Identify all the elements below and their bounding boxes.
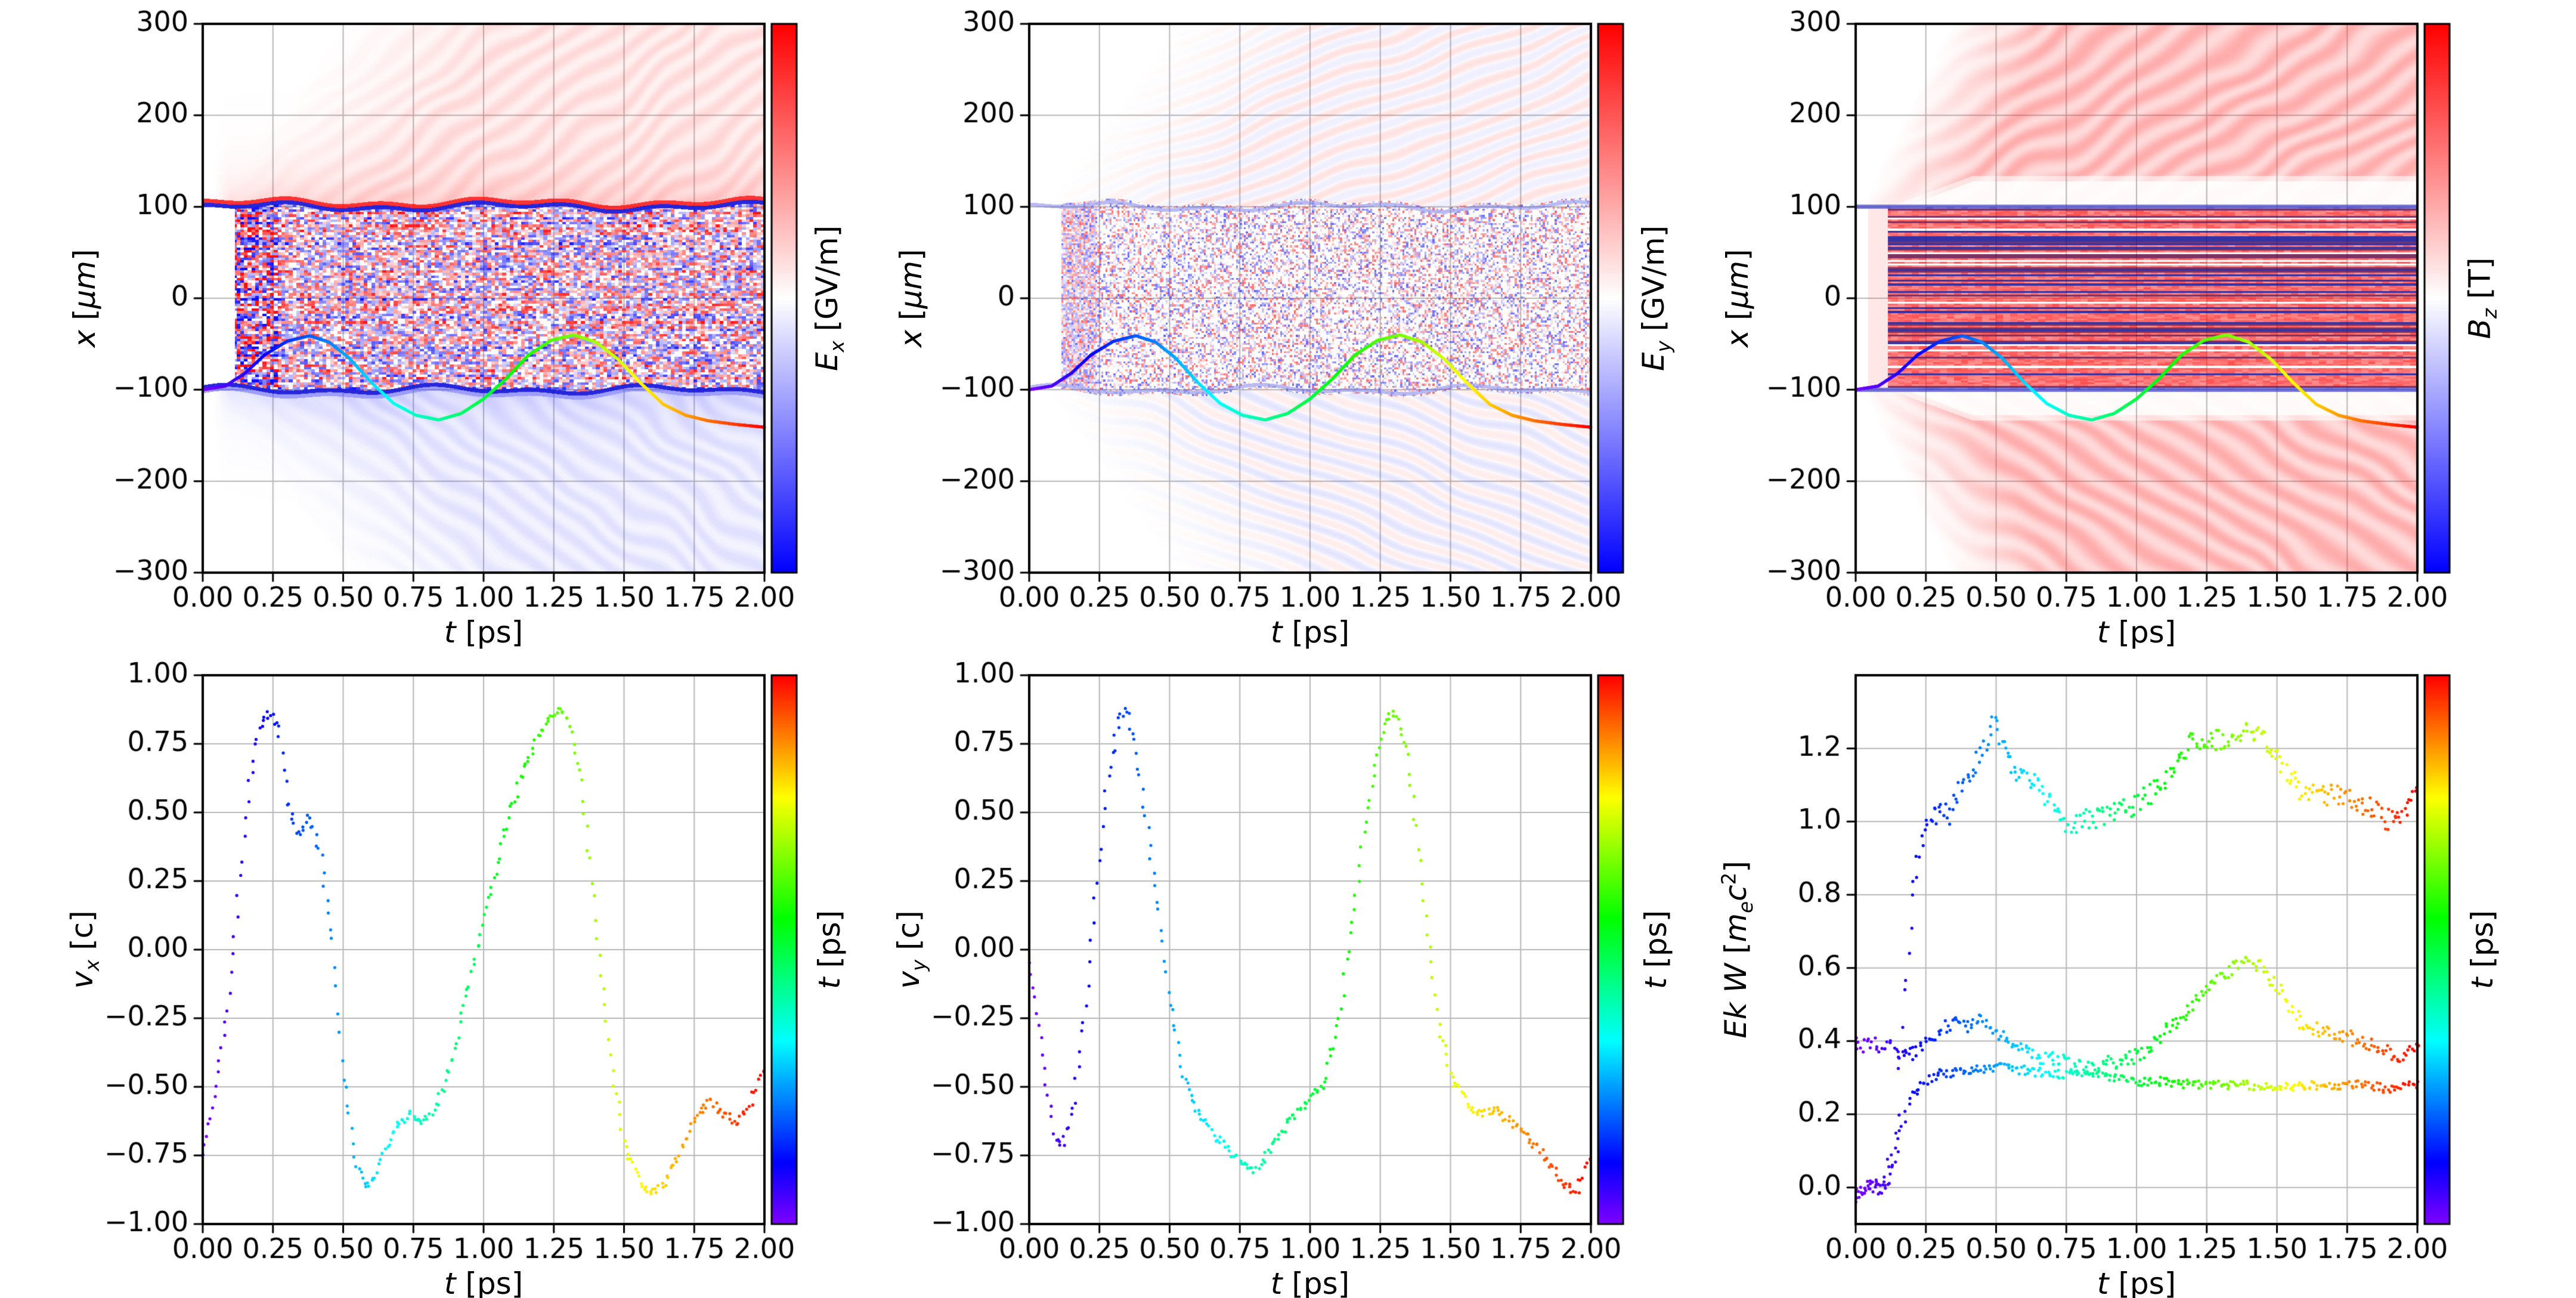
bz-yaxis-label: x [μm] bbox=[1720, 249, 1755, 348]
bz-xaxis-label: t [ps] bbox=[2097, 615, 2176, 650]
ekw-colorbar-label: t [ps] bbox=[2465, 910, 2500, 990]
ey-xaxis-label: t [ps] bbox=[1270, 615, 1350, 650]
vx-colorbar-label: t [ps] bbox=[812, 910, 847, 990]
ex-yaxis-label: x [μm] bbox=[67, 249, 102, 348]
bz-colorbar-label: Bz [T] bbox=[2462, 257, 2501, 339]
vy-yaxis-label: vy [c] bbox=[891, 910, 930, 989]
vx-xaxis-label: t [ps] bbox=[444, 1266, 524, 1298]
ex-colorbar-label: Ex [GV/m] bbox=[809, 225, 849, 372]
vy-xaxis-label: t [ps] bbox=[1270, 1266, 1350, 1298]
ex-xaxis-label: t [ps] bbox=[444, 615, 524, 650]
ekw-xaxis-label: t [ps] bbox=[2097, 1266, 2176, 1298]
ey-colorbar-label: Ey [GV/m] bbox=[1636, 225, 1675, 372]
vy-colorbar-label: t [ps] bbox=[1639, 910, 1673, 990]
ekw-yaxis-label: Ek W [mec2] bbox=[1717, 861, 1758, 1039]
ey-yaxis-label: x [μm] bbox=[894, 249, 928, 348]
vx-yaxis-label: vx [c] bbox=[64, 910, 104, 989]
